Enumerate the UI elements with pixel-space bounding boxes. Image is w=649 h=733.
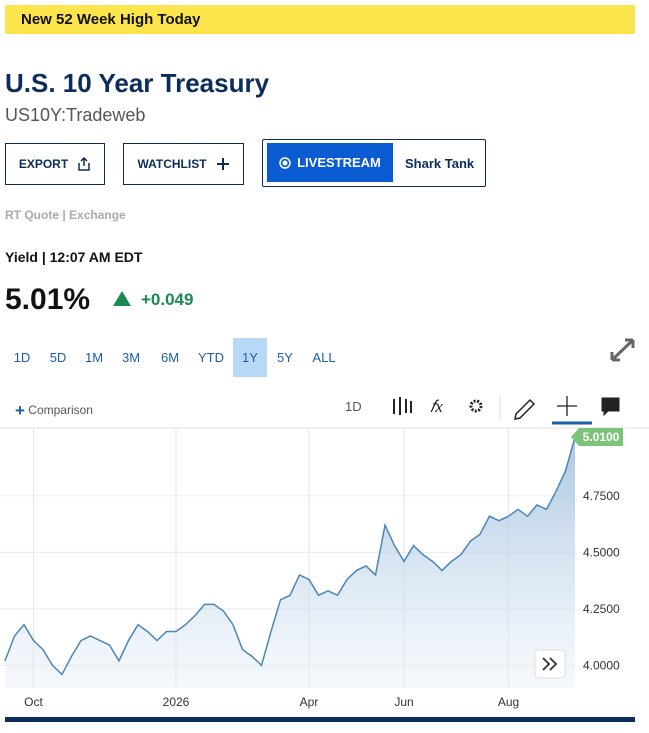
symbol: US10Y:Tradeweb	[5, 105, 146, 125]
show-name[interactable]: Shark Tank	[405, 156, 475, 171]
range-button[interactable]: ALL	[312, 350, 336, 365]
x-tick-label: Jun	[394, 695, 413, 709]
x-tick-label: Apr	[300, 695, 319, 709]
fx-icon[interactable]: 𝑓x	[430, 397, 443, 416]
range-button[interactable]: 1D	[13, 350, 31, 365]
quote-source: RT Quote | Exchange	[5, 208, 126, 222]
title: U.S. 10 Year Treasury	[5, 68, 270, 98]
banner-text: New 52 Week High Today	[21, 11, 201, 28]
expand-icon[interactable]	[610, 338, 635, 362]
banner: New 52 Week High Today	[5, 5, 635, 34]
range-button[interactable]: 1Y	[233, 338, 267, 377]
scroll-button[interactable]	[534, 649, 566, 679]
plus-sign: +	[15, 401, 25, 420]
price: 5.01%	[5, 283, 91, 316]
y-tick-label: 4.7500	[583, 489, 620, 503]
bottom-bar	[5, 717, 635, 722]
export-button[interactable]: EXPORT	[5, 143, 105, 185]
crosshair-icon[interactable]	[557, 396, 577, 416]
draw-icon[interactable]	[514, 398, 536, 420]
watchlist-button[interactable]: WATCHLIST	[123, 143, 244, 185]
livestream-button[interactable]: LIVESTREAM	[267, 143, 393, 182]
range-button[interactable]: 3M	[121, 350, 141, 365]
toolbar-icons[interactable]: 𝑓x	[393, 338, 635, 420]
share-icon	[78, 157, 90, 171]
live-dot	[279, 156, 291, 169]
settings-icon[interactable]	[469, 399, 483, 413]
candles-icon[interactable]	[393, 397, 412, 415]
area-fill	[5, 437, 575, 688]
comparison-button[interactable]: + Comparison	[15, 401, 93, 421]
comparison-label: Comparison	[28, 403, 93, 417]
x-tick-label: Aug	[498, 695, 519, 709]
export-label: EXPORT	[18, 157, 69, 171]
quote-time: Yield | 12:07 AM EDT	[5, 249, 143, 265]
range-button[interactable]: 6M	[160, 350, 180, 365]
livestream-box: LIVESTREAM Shark Tank	[262, 139, 486, 187]
y-tick-label: 4.0000	[583, 658, 620, 672]
x-tick-label: 2026	[163, 695, 190, 709]
y-tick-label: 4.2500	[583, 602, 620, 616]
watchlist-label: WATCHLIST	[137, 157, 207, 171]
x-tick-label: Oct	[24, 695, 43, 709]
range-button[interactable]: 5Y	[277, 350, 293, 365]
last-value-tag	[571, 428, 623, 447]
last-value-label: 5.0100	[583, 430, 620, 444]
livestream-label: LIVESTREAM	[297, 155, 381, 170]
price-change: +0.049	[141, 290, 194, 309]
interval-button[interactable]: 1D	[345, 399, 362, 414]
range-button[interactable]: 1M	[84, 350, 104, 365]
notes-icon[interactable]	[601, 397, 620, 417]
range-button[interactable]: YTD	[198, 350, 224, 365]
area-line	[4, 436, 576, 676]
plus-icon	[216, 158, 229, 170]
range-button[interactable]: 5D	[49, 350, 67, 365]
up-arrow	[113, 291, 131, 306]
y-tick-label: 4.5000	[583, 545, 620, 559]
